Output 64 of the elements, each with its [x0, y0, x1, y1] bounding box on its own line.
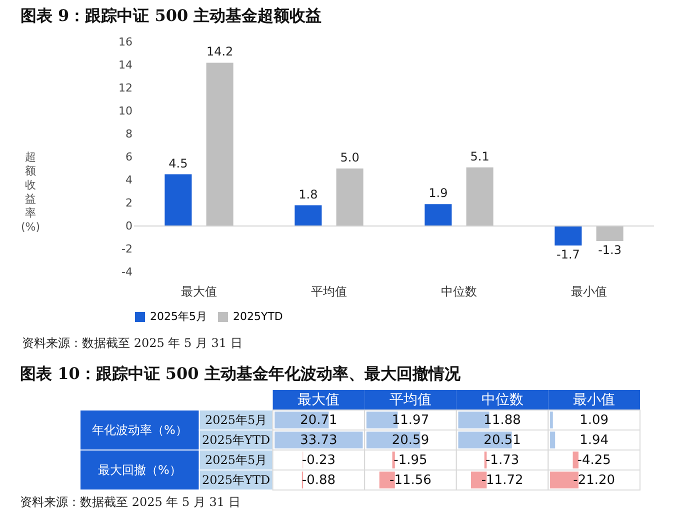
text: 年化波动率（%） [92, 423, 188, 437]
data-label: 20.71 [300, 413, 338, 428]
text: 最大回撤（%） [98, 463, 182, 477]
x-tick-label: 最大值 [181, 284, 217, 298]
data-label: -4.25 [577, 453, 611, 468]
data-label: -11.72 [481, 473, 524, 488]
y-tick-label: 2025年5月 [204, 413, 268, 427]
y-tick-label: -2 [122, 242, 132, 256]
x-tick-label: 最小值 [573, 392, 616, 408]
x-tick-label: 最小值 [571, 284, 607, 298]
bar [424, 204, 452, 226]
data-label: 20.59 [392, 433, 430, 448]
data-label: 5.1 [470, 149, 490, 164]
data-label: 20.51 [484, 433, 521, 448]
bar [554, 226, 582, 246]
text: 资料来源：数据截至 2025 年 5 月 31 日 [20, 495, 240, 509]
data-label: 11.88 [484, 413, 521, 428]
data-label: -1.7 [556, 248, 580, 262]
y-tick-label: 2 [126, 196, 132, 210]
chart-title: 图表 9：跟踪中证 500 主动基金超额收益 [20, 6, 322, 25]
legend-label: 2025YTD [233, 310, 283, 323]
y-tick-label: 10 [118, 104, 132, 118]
data-label: -0.23 [302, 453, 336, 468]
y-tick-label: 8 [126, 128, 132, 140]
data-label: -1.3 [598, 242, 622, 257]
text: 资料来源：数据截至 2025 年 5 月 31 日 [22, 336, 242, 350]
y-tick-label: 2025年YTD [202, 433, 270, 447]
data-label: -11.56 [390, 473, 432, 488]
data-label: -21.20 [573, 473, 616, 488]
data-label: 1.9 [428, 186, 448, 200]
data-label: 1.09 [580, 413, 609, 428]
data-label: -0.88 [302, 473, 336, 488]
data-label: -1.73 [485, 453, 520, 468]
data-label: -1.95 [394, 453, 428, 468]
data-label: 1.8 [298, 187, 318, 202]
y-tick-label: 14 [118, 58, 132, 72]
bar [164, 174, 192, 226]
bar [466, 167, 494, 226]
data-label: 4.5 [168, 156, 188, 170]
y-axis-title: 超额收益率(%) [20, 150, 40, 234]
bar [206, 62, 234, 226]
y-tick-label: 2025年5月 [204, 453, 268, 467]
x-tick-label: 中位数 [481, 392, 524, 408]
y-tick-label: 12 [118, 82, 132, 94]
x-tick-label: 平均值 [389, 392, 432, 408]
x-tick-label: 中位数 [441, 284, 477, 298]
y-tick-label: 16 [118, 36, 132, 48]
data-label: 1.94 [580, 433, 609, 448]
bar [336, 168, 364, 226]
data-label: 11.97 [392, 413, 430, 428]
data-label: 14.2 [206, 44, 234, 59]
bar [596, 226, 624, 241]
bar [294, 205, 322, 226]
y-tick-label: 0 [126, 220, 132, 232]
y-tick-label: -4 [122, 266, 132, 278]
chart-title: 图表 10：跟踪中证 500 主动基金年化波动率、最大回撤情况 [20, 364, 462, 383]
x-tick-label: 最大值 [298, 392, 340, 408]
y-tick-label: 2025年YTD [202, 473, 270, 487]
y-tick-label: 4 [126, 174, 132, 186]
y-tick-label: 6 [126, 150, 132, 164]
legend-label: 2025年5月 [150, 310, 207, 323]
data-label: 5.0 [340, 150, 360, 164]
x-tick-label: 平均值 [311, 284, 347, 298]
data-label: 33.73 [300, 433, 338, 448]
